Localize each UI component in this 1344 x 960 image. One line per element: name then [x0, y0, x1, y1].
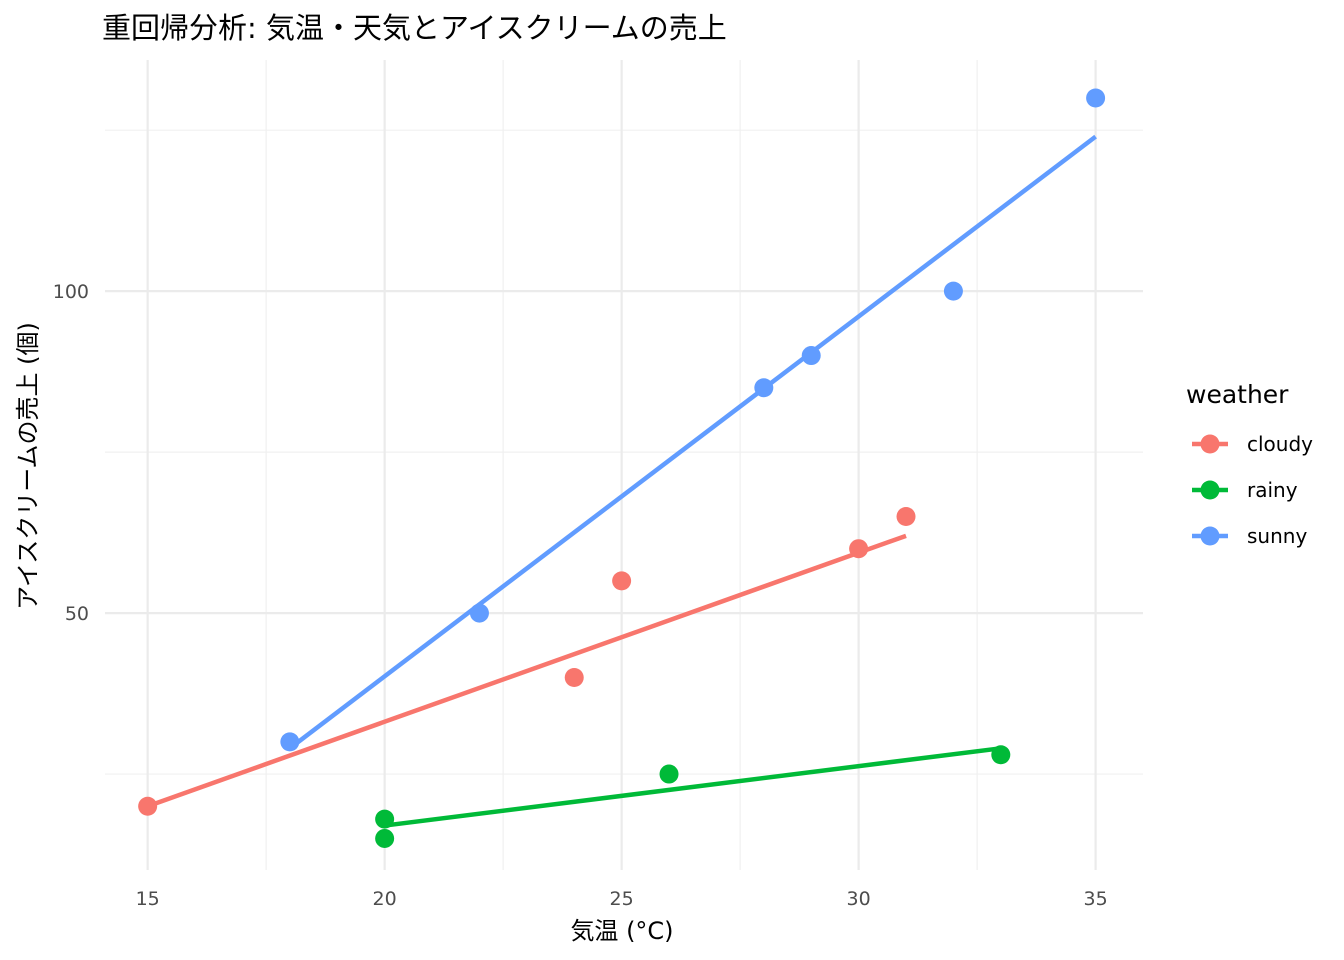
- point-rainy: [659, 764, 679, 784]
- fit-line-sunny: [288, 134, 1097, 751]
- legend: weather cloudy rainy sunny: [1186, 380, 1313, 548]
- chart-title: 重回帰分析: 気温・天気とアイスクリームの売上: [102, 11, 727, 45]
- data-points: [138, 88, 1106, 848]
- y-ticks: 50 100: [53, 281, 89, 625]
- point-sunny: [469, 603, 489, 623]
- point-sunny: [1086, 88, 1106, 108]
- point-cloudy: [896, 507, 916, 527]
- y-tick-label: 50: [65, 603, 89, 625]
- fit-line-rainy: [384, 746, 1002, 828]
- point-sunny: [280, 732, 300, 752]
- x-tick-label: 20: [373, 888, 397, 910]
- y-axis-title: アイスクリームの売上 (個): [14, 322, 42, 610]
- legend-key-point-cloudy: [1200, 434, 1220, 454]
- point-sunny: [801, 346, 821, 366]
- point-rainy: [375, 809, 395, 829]
- legend-label-cloudy: cloudy: [1247, 432, 1313, 456]
- point-cloudy: [138, 796, 158, 816]
- x-tick-label: 30: [847, 888, 871, 910]
- y-tick-label: 100: [53, 281, 89, 303]
- point-sunny: [754, 378, 774, 398]
- point-cloudy: [612, 571, 632, 591]
- fit-line-cloudy: [146, 533, 907, 809]
- legend-key-point-sunny: [1200, 526, 1220, 546]
- x-tick-label: 15: [136, 888, 160, 910]
- legend-label-rainy: rainy: [1247, 478, 1298, 502]
- point-rainy: [991, 745, 1011, 765]
- x-tick-label: 35: [1084, 888, 1108, 910]
- fit-lines: [146, 134, 1097, 828]
- legend-title: weather: [1186, 380, 1289, 409]
- grid: [105, 60, 1143, 870]
- point-cloudy: [849, 539, 869, 559]
- x-ticks: 15 20 25 30 35: [136, 888, 1108, 910]
- point-rainy: [375, 828, 395, 848]
- point-sunny: [943, 281, 963, 301]
- legend-key-point-rainy: [1200, 480, 1220, 500]
- legend-label-sunny: sunny: [1247, 524, 1307, 548]
- x-axis-title: 気温 (°C): [570, 917, 673, 945]
- point-cloudy: [564, 667, 584, 687]
- x-tick-label: 25: [610, 888, 634, 910]
